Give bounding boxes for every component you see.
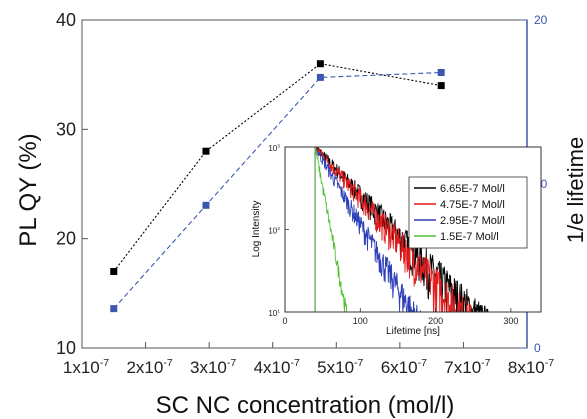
series-2-point xyxy=(437,68,445,76)
inset-legend: 6.65E-7 Mol/l 4.75E-7 Mol/l 2.95E-7 Mol/l 1… xyxy=(408,176,528,249)
inset-y-axis-label: Log Intensity xyxy=(251,201,262,258)
inset-x-tick-label: 200 xyxy=(428,316,443,326)
series-1-point xyxy=(316,60,324,68)
inset-y-tick-label: 102 xyxy=(268,226,280,235)
main-series-lines xyxy=(113,63,442,309)
y2-axis-label: 1/e lifetime xyxy=(563,137,587,243)
x-tick-label: 8x10-7 xyxy=(508,357,554,377)
legend-label-4: 1.5E-7 Mol/l xyxy=(440,231,499,243)
decay-curve-4 xyxy=(314,147,348,312)
inset-x-tick-label: 100 xyxy=(353,316,368,326)
inset-plot: 0 100 200 300 101 102 103 Lifetime [ns] Log I… xyxy=(251,144,542,337)
x-axis-label: SC NC concentration (mol/l) xyxy=(156,392,455,419)
x-tick-label: 7x10-7 xyxy=(444,357,490,377)
y-axis-label: PL QY (%) xyxy=(15,133,42,246)
x-tick-label: 4x10-7 xyxy=(254,357,300,377)
y-axis-ticks: 10 20 30 40 xyxy=(56,10,88,358)
x-tick-label: 6x10-7 xyxy=(381,357,427,377)
y-tick-label: 40 xyxy=(56,10,76,30)
y-tick-label: 30 xyxy=(56,119,76,139)
legend-label-1: 6.65E-7 Mol/l xyxy=(440,183,505,195)
series-2-point xyxy=(202,201,210,209)
inset-y-tick-label: 101 xyxy=(268,309,280,318)
series-2-point xyxy=(110,305,118,313)
x-tick-label: 2x10-7 xyxy=(126,357,172,377)
inset-x-axis-ticks: 0 100 200 300 xyxy=(282,308,518,326)
y-tick-label: 10 xyxy=(56,338,76,358)
x-tick-label: 1x10-7 xyxy=(63,357,109,377)
series-1-point xyxy=(110,267,118,275)
decay-curve-2 xyxy=(314,147,479,312)
inset-y-axis-ticks: 101 102 103 xyxy=(268,144,289,318)
x-axis-ticks: 1x10-7 2x10-7 3x10-7 4x10-7 5x10-7 6x10-7 7x10… xyxy=(63,342,554,377)
series-line-2 xyxy=(113,71,442,309)
x-tick-label: 5x10-7 xyxy=(317,357,363,377)
inset-x-tick-label: 0 xyxy=(282,316,287,326)
series-1-point xyxy=(437,82,445,90)
y2-tick-label: 20 xyxy=(534,13,548,27)
inset-y-tick-label: 103 xyxy=(268,144,280,153)
main-plot: 1x10-7 2x10-7 3x10-7 4x10-7 5x10-7 6x10-7 7x10… xyxy=(15,10,587,419)
inset-x-axis-label: Lifetime [ns] xyxy=(386,326,440,337)
x-tick-label: 3x10-7 xyxy=(190,357,236,377)
inset-decay-curves xyxy=(314,147,489,312)
series-1-point xyxy=(202,147,210,155)
legend-label-3: 2.95E-7 Mol/l xyxy=(440,215,505,227)
legend-label-2: 4.75E-7 Mol/l xyxy=(440,199,505,211)
y-tick-label: 20 xyxy=(56,229,76,249)
y2-tick-label: 0 xyxy=(534,341,541,355)
decay-curve-3 xyxy=(314,147,422,312)
main-markers xyxy=(110,60,445,313)
series-2-point xyxy=(316,73,324,81)
inset-x-tick-label: 300 xyxy=(503,316,518,326)
